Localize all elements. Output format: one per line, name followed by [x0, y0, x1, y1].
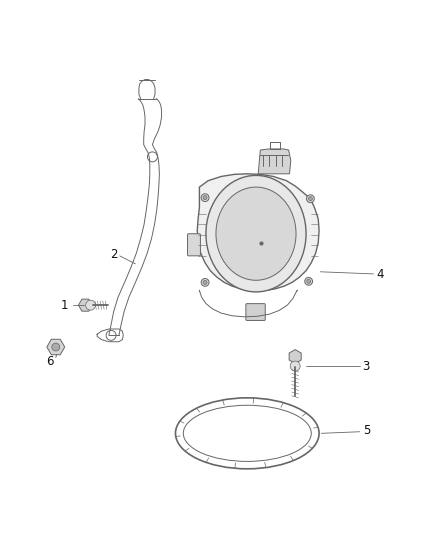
Circle shape	[203, 280, 207, 284]
Circle shape	[290, 361, 300, 371]
Polygon shape	[197, 174, 319, 291]
Ellipse shape	[216, 187, 296, 280]
FancyBboxPatch shape	[187, 234, 201, 256]
Circle shape	[201, 278, 209, 286]
Circle shape	[201, 193, 209, 201]
Circle shape	[307, 279, 311, 283]
Text: 3: 3	[362, 360, 370, 373]
Circle shape	[86, 300, 95, 310]
Polygon shape	[258, 149, 291, 174]
Ellipse shape	[206, 175, 306, 292]
Text: 1: 1	[61, 298, 68, 312]
Text: 2: 2	[110, 248, 117, 261]
Text: 5: 5	[363, 424, 371, 437]
Circle shape	[52, 343, 60, 351]
Text: 4: 4	[376, 268, 384, 281]
Circle shape	[308, 197, 312, 200]
Text: 6: 6	[46, 356, 54, 368]
FancyBboxPatch shape	[246, 304, 265, 320]
Circle shape	[203, 196, 207, 199]
Circle shape	[307, 195, 314, 203]
Circle shape	[305, 277, 313, 285]
